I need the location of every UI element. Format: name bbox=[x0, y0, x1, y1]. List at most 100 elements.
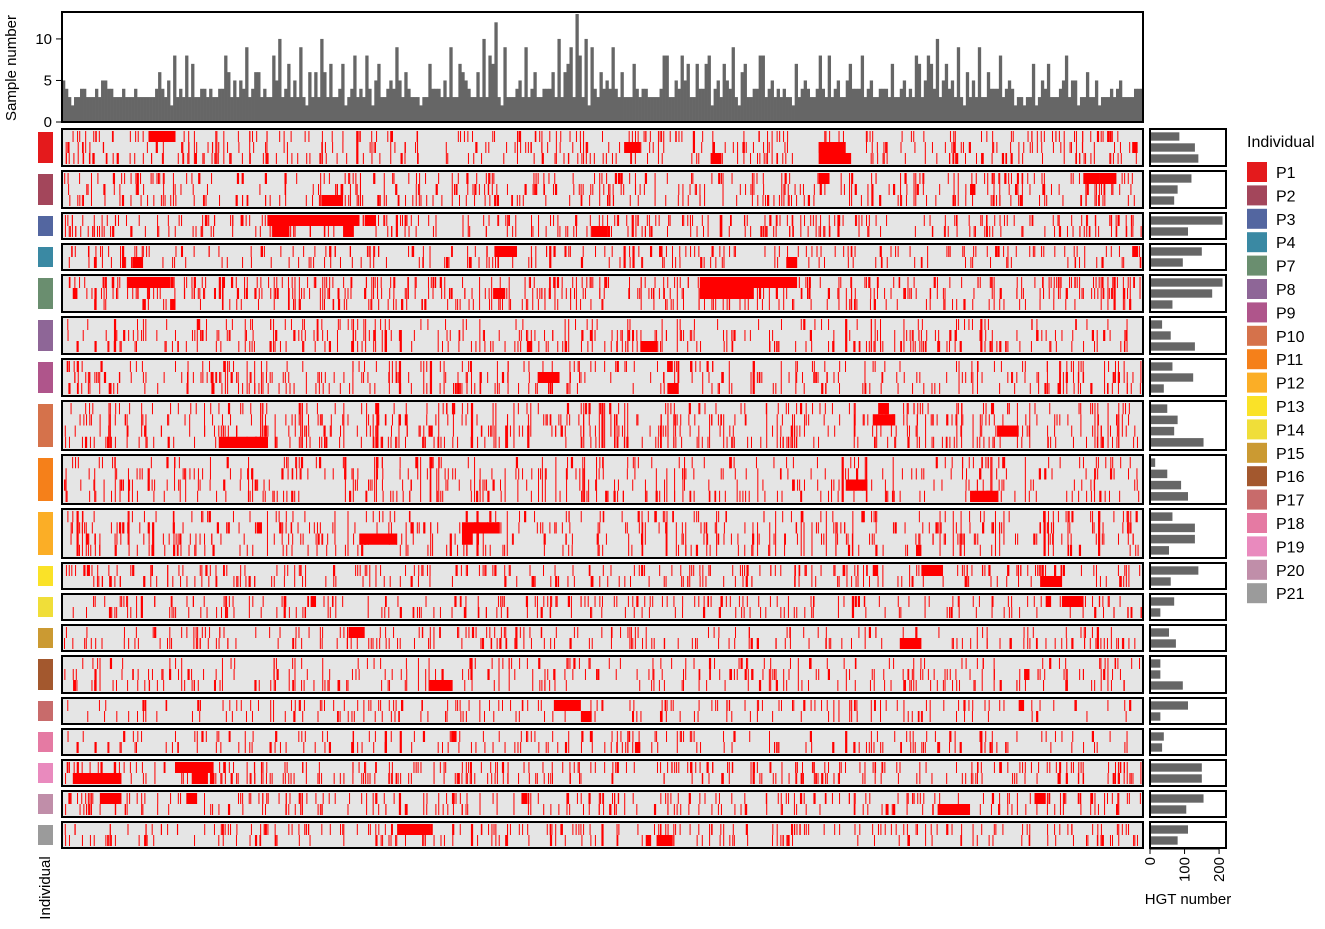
hgt-mark bbox=[999, 341, 1002, 352]
histogram-bar bbox=[77, 97, 81, 122]
hgt-mark bbox=[256, 277, 258, 288]
histogram-bar bbox=[1043, 88, 1048, 122]
histogram-bar bbox=[386, 88, 390, 122]
hgt-mark bbox=[1094, 288, 1096, 299]
hgt-mark bbox=[1085, 153, 1087, 164]
hgt-mark bbox=[1110, 226, 1112, 237]
hgt-mark bbox=[358, 361, 360, 372]
hgt-mark bbox=[390, 131, 394, 142]
histogram-bar bbox=[353, 55, 357, 122]
hgt-mark bbox=[784, 184, 786, 195]
hgt-mark bbox=[215, 288, 217, 299]
hgt-mark bbox=[905, 544, 907, 556]
hgt-mark bbox=[1066, 288, 1068, 299]
hgt-mark bbox=[739, 184, 741, 195]
histogram-frame bbox=[61, 11, 1144, 123]
hgt-mark bbox=[1017, 533, 1019, 545]
hgt-mark bbox=[744, 414, 746, 426]
hgt-block bbox=[640, 341, 657, 352]
hgt-mark bbox=[852, 511, 854, 556]
hgt-mark bbox=[1129, 277, 1131, 310]
hgt-mark bbox=[923, 383, 925, 394]
hgt-mark bbox=[84, 522, 86, 534]
hgt-mark bbox=[95, 131, 97, 142]
hgt-mark bbox=[185, 468, 187, 502]
hgt-mark bbox=[843, 184, 845, 195]
hgt-mark bbox=[329, 246, 332, 257]
hgt-mark bbox=[610, 565, 612, 576]
hgt-mark bbox=[1066, 490, 1068, 502]
hgt-mark bbox=[801, 511, 804, 523]
hgt-mark bbox=[379, 627, 381, 638]
hgt-number-bar bbox=[1151, 415, 1178, 425]
hgt-mark bbox=[845, 361, 847, 372]
histogram-bar bbox=[1004, 88, 1009, 122]
hgt-mark bbox=[642, 522, 644, 556]
hgt-mark bbox=[638, 522, 640, 534]
hgt-mark bbox=[930, 414, 932, 426]
hgt-mark bbox=[913, 131, 915, 142]
histogram-bar bbox=[1124, 97, 1129, 122]
hgt-mark bbox=[481, 153, 483, 164]
hgt-mark bbox=[1120, 153, 1122, 164]
hgt-mark bbox=[972, 372, 974, 394]
hgt-mark bbox=[92, 153, 95, 164]
hgt-mark bbox=[818, 257, 820, 268]
hgt-mark bbox=[250, 319, 252, 330]
hgt-mark bbox=[66, 361, 68, 372]
hgt-mark bbox=[337, 288, 339, 299]
hgt-mark bbox=[869, 533, 871, 545]
hgt-mark bbox=[677, 195, 679, 206]
hgt-mark bbox=[820, 246, 822, 257]
hgt-mark bbox=[1066, 361, 1068, 394]
hgt-mark bbox=[1060, 142, 1062, 153]
hgt-mark bbox=[318, 372, 320, 394]
hgt-mark bbox=[679, 277, 681, 288]
histogram-bar bbox=[704, 63, 708, 122]
hgt-block bbox=[494, 288, 506, 299]
hgt-mark bbox=[467, 403, 469, 415]
hgt-mark bbox=[664, 479, 666, 502]
hgt-mark bbox=[777, 341, 779, 352]
hgt-mark bbox=[159, 288, 161, 299]
hgt-mark bbox=[971, 319, 973, 330]
hgt-mark bbox=[1098, 277, 1100, 288]
histogram-bar bbox=[314, 72, 318, 122]
hgt-mark bbox=[186, 383, 188, 394]
hgt-mark bbox=[496, 184, 498, 195]
hgt-number-bar bbox=[1151, 577, 1171, 586]
hgt-mark bbox=[460, 596, 462, 607]
histogram-bar bbox=[848, 63, 853, 122]
hgt-mark bbox=[164, 544, 166, 556]
hgt-mark bbox=[661, 153, 663, 164]
hgt-mark bbox=[550, 215, 552, 226]
hgt-mark bbox=[85, 131, 87, 153]
hgt-mark bbox=[917, 319, 919, 330]
hgt-mark bbox=[339, 436, 341, 448]
histogram-bar bbox=[959, 97, 964, 122]
hgt-mark bbox=[296, 173, 298, 184]
histogram-bar bbox=[659, 88, 663, 122]
hgt-mark bbox=[595, 479, 597, 491]
hgt-mark bbox=[862, 511, 865, 523]
hgt-mark bbox=[543, 414, 545, 426]
histogram-bar bbox=[137, 97, 141, 122]
hgt-mark bbox=[906, 414, 908, 426]
hgt-mark bbox=[1132, 215, 1134, 226]
hgt-mark bbox=[1102, 596, 1104, 607]
hgt-mark bbox=[1081, 215, 1083, 226]
hgt-mark bbox=[845, 533, 847, 545]
hgt-mark bbox=[633, 361, 635, 372]
hgt-mark bbox=[329, 607, 331, 618]
hgt-mark bbox=[175, 246, 177, 257]
hgt-mark bbox=[787, 468, 789, 480]
hgt-mark bbox=[968, 215, 970, 226]
hgt-mark bbox=[296, 457, 298, 480]
hgt-mark bbox=[500, 490, 502, 502]
hgt-mark bbox=[303, 288, 305, 299]
hgt-mark bbox=[196, 142, 198, 153]
hgt-mark bbox=[549, 277, 551, 288]
hgt-mark bbox=[731, 173, 733, 184]
histogram-bar bbox=[647, 97, 651, 122]
hgt-mark bbox=[95, 490, 97, 502]
